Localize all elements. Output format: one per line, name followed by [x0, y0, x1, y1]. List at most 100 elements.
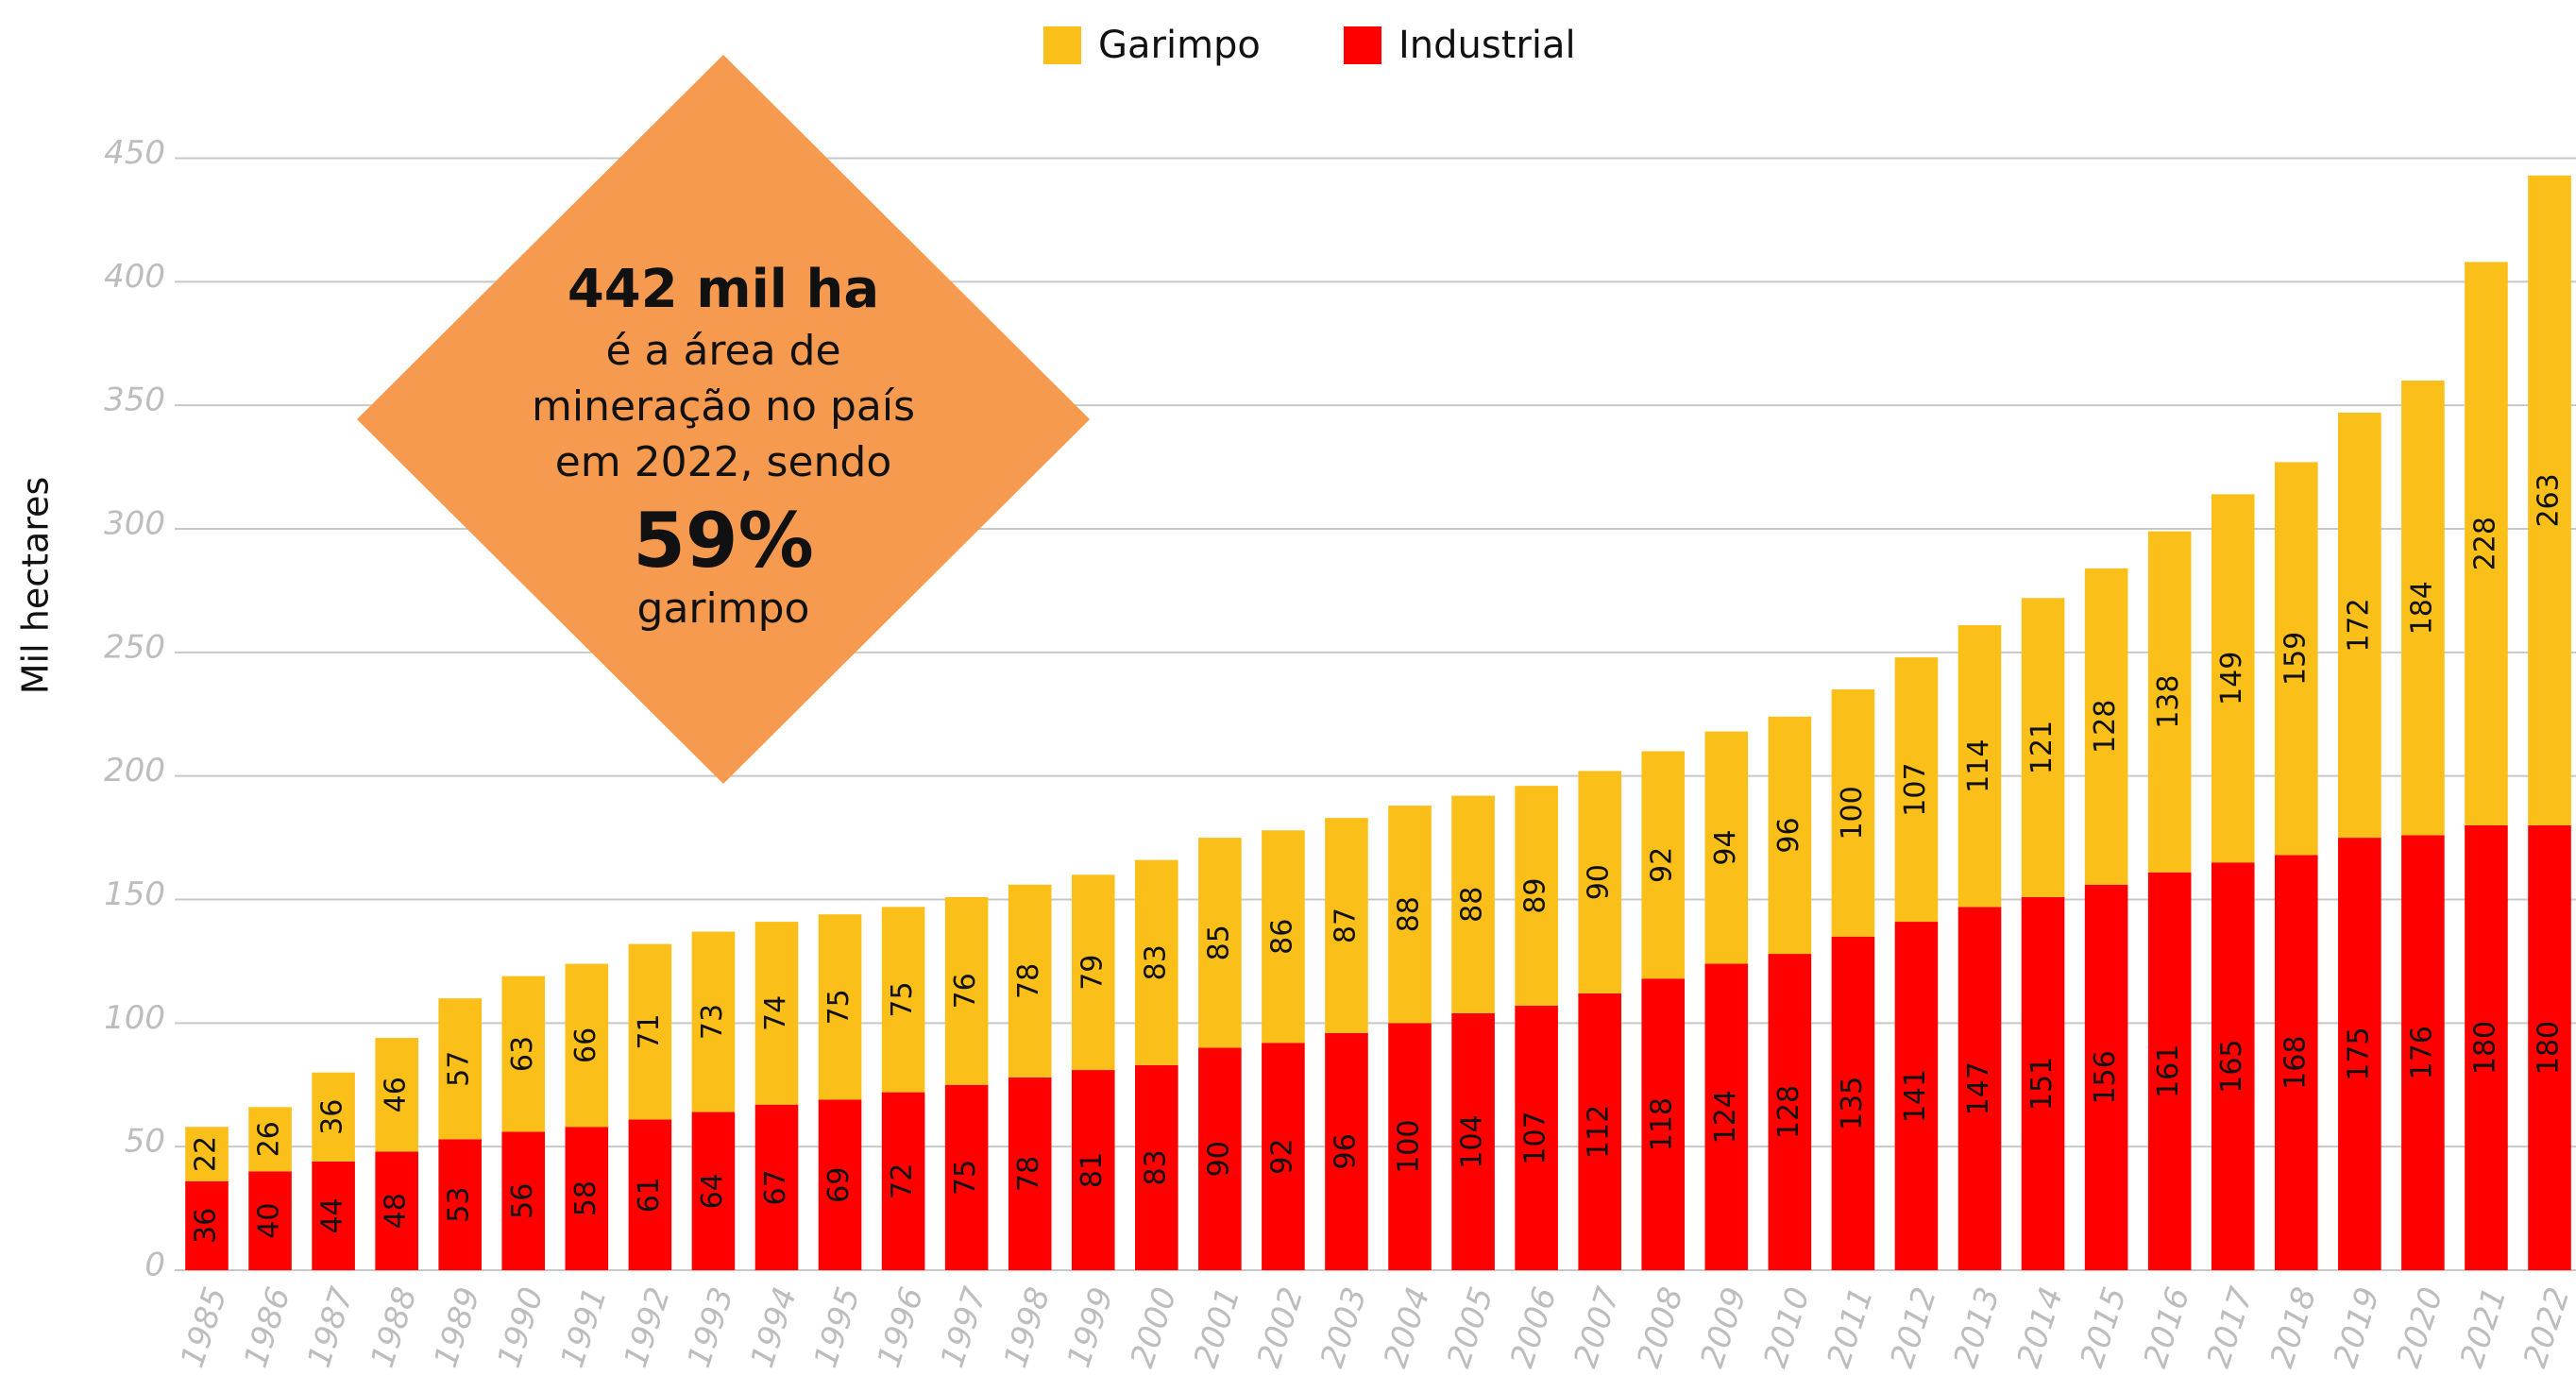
- value-label: 48: [380, 1193, 413, 1229]
- value-label: 81: [1076, 1152, 1109, 1188]
- value-label: 44: [316, 1197, 349, 1233]
- bar-segment: [1262, 1043, 1305, 1270]
- value-label: 107: [1519, 1111, 1552, 1164]
- bar-segment: [1578, 993, 1621, 1270]
- value-label: 114: [1962, 739, 1995, 793]
- x-tick-label: 2014: [2009, 1282, 2071, 1372]
- y-tick-label: 100: [104, 999, 165, 1037]
- bar-segment: [754, 922, 799, 1105]
- bar-segment: [691, 1112, 736, 1270]
- value-label: 128: [1772, 1085, 1805, 1139]
- bar-segment: [1135, 1064, 1178, 1270]
- bar-segment: [2021, 598, 2065, 897]
- bar-segment: [1957, 907, 2002, 1270]
- value-label: 161: [2152, 1044, 2185, 1098]
- value-label: 175: [2342, 1027, 2375, 1080]
- bar-segment: [2084, 568, 2128, 885]
- x-tick-label: 2009: [1693, 1282, 1754, 1372]
- y-tick-label: 200: [104, 752, 165, 789]
- bar-segment: [628, 943, 672, 1120]
- value-label: 66: [569, 1027, 602, 1063]
- annotation-text: garimpo: [637, 585, 810, 633]
- x-tick-label: 2001: [1187, 1282, 1248, 1372]
- x-tick-label: 2005: [1440, 1282, 1501, 1372]
- bar-segment: [2338, 413, 2381, 839]
- bar-segment: [1008, 1077, 1052, 1270]
- x-tick-label: 2004: [1377, 1282, 1438, 1372]
- bar-segment: [1135, 859, 1178, 1065]
- value-label: 172: [2342, 598, 2375, 652]
- bar-segment: [565, 963, 609, 1128]
- bar-segment: [818, 914, 862, 1100]
- value-label: 58: [569, 1180, 602, 1216]
- x-tick-label: 1998: [997, 1282, 1059, 1372]
- value-label: 165: [2215, 1039, 2248, 1093]
- bar-segment: [1831, 936, 1875, 1270]
- x-tick-label: 2010: [1756, 1282, 1818, 1372]
- bar-segment: [1957, 625, 2002, 908]
- value-label: 22: [190, 1136, 223, 1172]
- x-tick-label: 2018: [2263, 1282, 2325, 1372]
- x-tick-label: 2021: [2453, 1282, 2515, 1372]
- value-label: 92: [1265, 1139, 1298, 1175]
- value-label: 67: [759, 1169, 792, 1205]
- x-tick-label: 2000: [1124, 1282, 1185, 1372]
- x-tick-label: 2013: [1946, 1282, 2008, 1372]
- y-tick-label: 300: [104, 505, 165, 543]
- bar-segment: [248, 1171, 292, 1270]
- value-label: 75: [949, 1160, 982, 1196]
- bar-segment: [2465, 825, 2508, 1270]
- bar-segment: [2528, 175, 2571, 826]
- bar-segment: [628, 1119, 672, 1270]
- y-axis-label: Mil hectares: [15, 477, 57, 695]
- bar-segment: [1578, 771, 1621, 993]
- x-tick-label: 2011: [1820, 1282, 1881, 1372]
- value-label: 69: [822, 1167, 856, 1203]
- y-tick-label: 150: [104, 875, 165, 913]
- bar-segment: [1008, 884, 1052, 1078]
- value-label: 112: [1583, 1105, 1616, 1159]
- bar-segment: [1641, 751, 1686, 979]
- x-tick-label: 1986: [237, 1282, 298, 1372]
- bar-segment: [754, 1104, 799, 1270]
- bar-segment: [375, 1151, 418, 1270]
- y-tick-label: 400: [104, 258, 165, 296]
- value-label: 94: [1709, 829, 1742, 865]
- x-tick-label: 1997: [933, 1282, 994, 1372]
- value-label: 46: [380, 1077, 413, 1112]
- bar-segment: [1325, 1032, 1368, 1270]
- x-tick-label: 1999: [1060, 1282, 1122, 1372]
- value-label: 73: [696, 1004, 729, 1040]
- value-label: 118: [1646, 1097, 1679, 1151]
- bar-segment: [1515, 786, 1558, 1007]
- bar-segment: [438, 1139, 483, 1270]
- x-tick-label: 2012: [1883, 1282, 1944, 1372]
- x-tick-label: 1993: [680, 1282, 741, 1372]
- x-tick-label: 1996: [870, 1282, 931, 1372]
- value-label: 107: [1899, 762, 1932, 816]
- bar-segment: [2147, 872, 2192, 1270]
- x-tick-label: 2007: [1567, 1282, 1628, 1372]
- bar-segment: [1388, 806, 1432, 1024]
- value-label: 76: [949, 973, 982, 1009]
- legend-label: Industrial: [1398, 24, 1576, 67]
- value-label: 83: [1139, 1149, 1172, 1185]
- bar-segment: [1325, 818, 1368, 1033]
- bar-segment: [2338, 838, 2381, 1270]
- annotation-diamond: [357, 55, 1090, 784]
- value-label: 36: [316, 1099, 349, 1135]
- value-label: 72: [886, 1163, 919, 1199]
- value-label: 124: [1709, 1090, 1742, 1144]
- bar-segment: [1071, 874, 1115, 1071]
- value-label: 263: [2533, 473, 2566, 527]
- x-tick-label: 1991: [553, 1282, 615, 1372]
- value-label: 75: [822, 989, 856, 1025]
- bar-segment: [1071, 1070, 1115, 1270]
- bar-segment: [1768, 954, 1812, 1270]
- bar-segment: [691, 931, 736, 1112]
- value-label: 87: [1329, 908, 1362, 943]
- bar-segment: [312, 1072, 355, 1162]
- value-label: 100: [1393, 1120, 1426, 1174]
- bar-segment: [1704, 963, 1749, 1270]
- bar-segment: [2465, 262, 2508, 825]
